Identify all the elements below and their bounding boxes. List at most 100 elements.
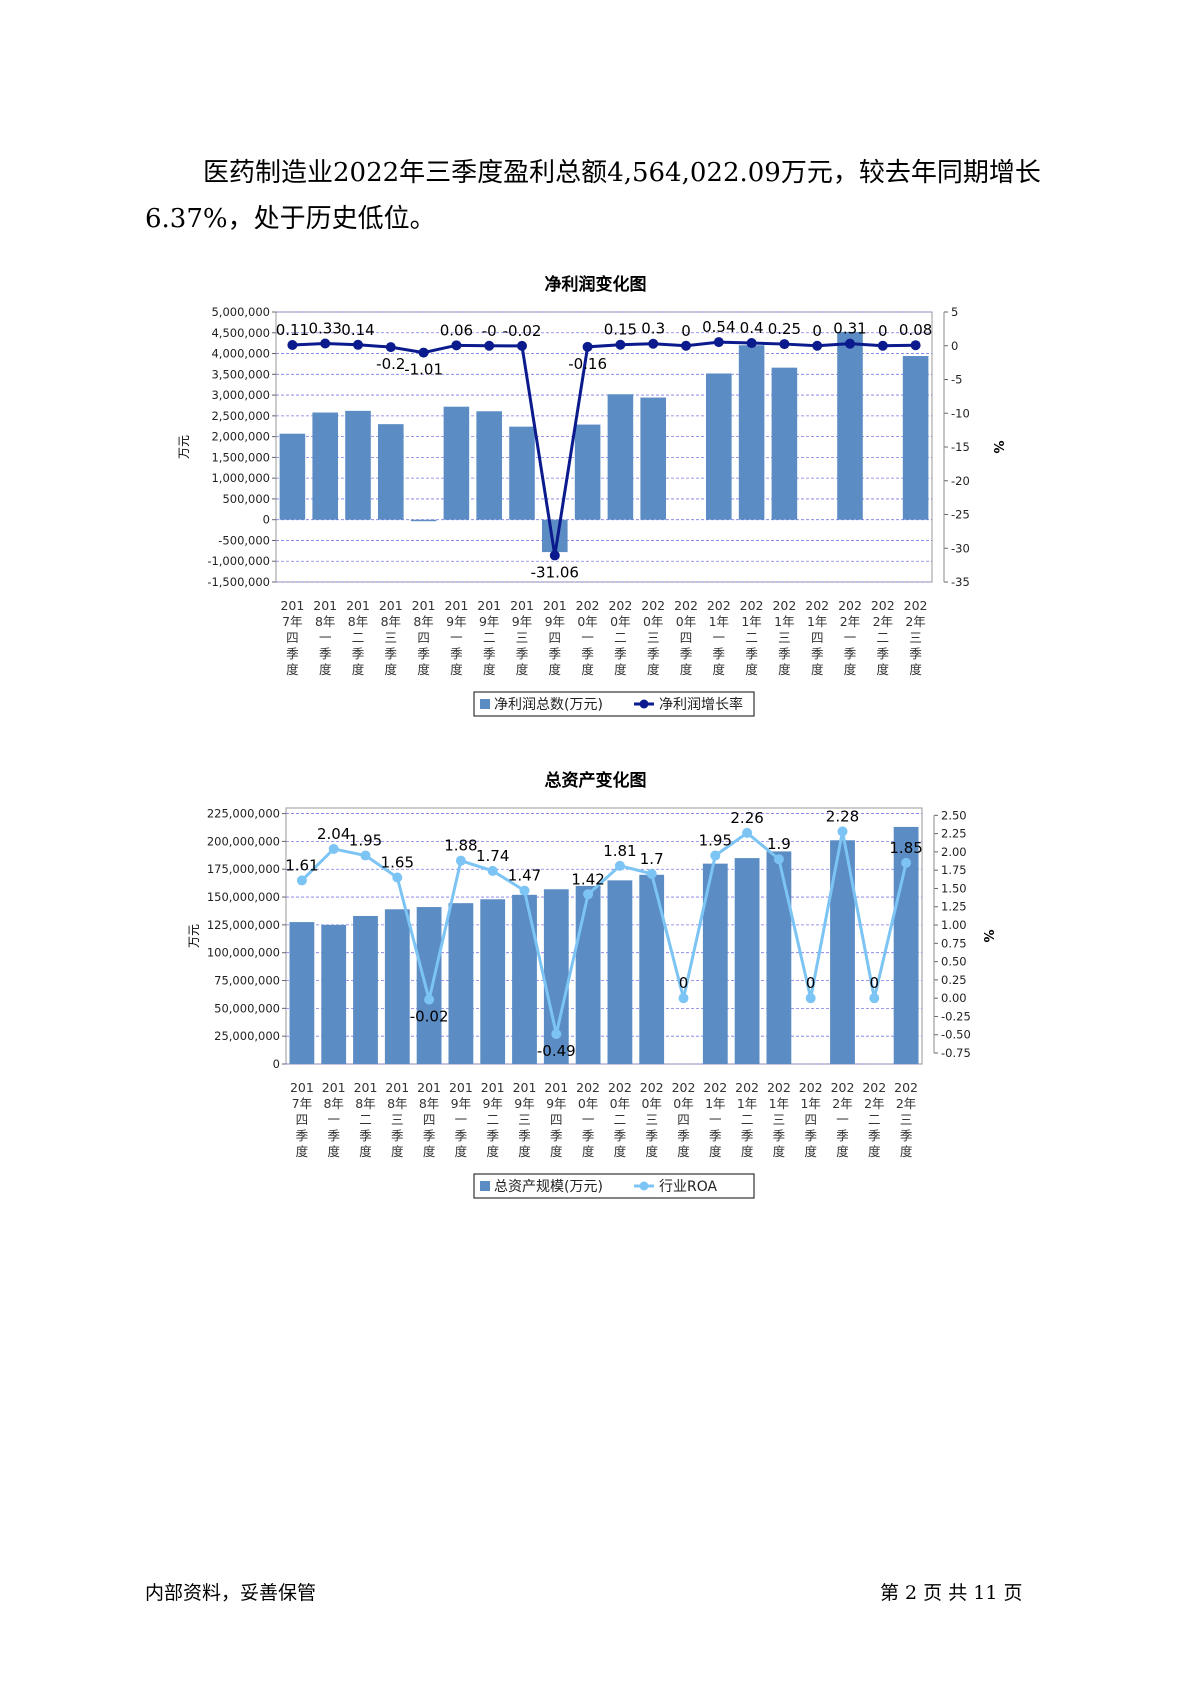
line-point xyxy=(710,850,721,861)
bar xyxy=(480,899,506,1064)
x-tick-label: 201 8年一季度 xyxy=(322,1080,346,1159)
x-tick-label: 201 9年二季度 xyxy=(481,1080,505,1159)
data-label: -0.02 xyxy=(410,1008,449,1026)
x-tick-label: 202 0年四季度 xyxy=(672,1080,696,1159)
y-tick-label: 500,000 xyxy=(222,492,270,506)
x-tick-label: 202 0年三季度 xyxy=(640,1080,664,1159)
data-label: 0 xyxy=(679,974,689,992)
x-tick-label: 201 9年一季度 xyxy=(444,598,468,677)
bar xyxy=(607,394,634,520)
y2-tick-label: -0.25 xyxy=(941,1009,971,1023)
line-point xyxy=(678,993,689,1004)
y-tick-label: 200,000,000 xyxy=(207,834,280,848)
bar xyxy=(575,885,601,1064)
x-tick-label: 201 9年四季度 xyxy=(543,598,567,677)
y-tick-label: 125,000,000 xyxy=(207,918,280,932)
line-point xyxy=(901,857,912,868)
data-label: 1.65 xyxy=(381,853,414,871)
x-tick-label: 201 9年三季度 xyxy=(513,1080,537,1159)
y2-tick-label: 1.50 xyxy=(941,881,967,895)
bar xyxy=(607,880,633,1064)
x-tick-label: 201 8年一季度 xyxy=(313,598,337,677)
bar xyxy=(321,924,347,1064)
bar xyxy=(443,406,470,520)
legend-bar-swatch xyxy=(480,699,490,709)
line-point xyxy=(746,338,757,349)
line-point xyxy=(805,993,816,1004)
y-tick-label: 0 xyxy=(273,1057,280,1071)
data-label: 0.31 xyxy=(833,320,866,338)
data-label: -31.06 xyxy=(531,563,579,581)
bar xyxy=(771,367,798,520)
data-label: 1.7 xyxy=(640,850,664,868)
data-label: 0 xyxy=(681,322,691,340)
x-tick-label: 202 0年二季度 xyxy=(608,598,632,677)
y2-tick-label: 2.00 xyxy=(941,845,967,859)
data-label: 0 xyxy=(870,974,880,992)
y-tick-label: 3,000,000 xyxy=(211,388,270,402)
data-label: 0.33 xyxy=(308,320,341,338)
y2-tick-label: -35 xyxy=(951,575,970,589)
data-label: -0.16 xyxy=(568,355,607,373)
line-point xyxy=(681,340,691,351)
y2-tick-label: -10 xyxy=(951,406,970,420)
line-point xyxy=(779,339,790,350)
x-tick-label: 202 0年三季度 xyxy=(641,598,665,677)
y2-tick-label: 0.25 xyxy=(941,973,967,987)
x-tick-label: 201 8年四季度 xyxy=(417,1080,441,1159)
chart1-title: 净利润变化图 xyxy=(544,275,647,295)
x-tick-label: 201 8年三季度 xyxy=(379,598,403,677)
line-point xyxy=(869,993,880,1004)
data-label: 1.95 xyxy=(349,832,382,850)
data-label: 0.15 xyxy=(604,321,637,339)
x-tick-label: 201 9年三季度 xyxy=(510,598,534,677)
data-label: 0.14 xyxy=(341,321,374,339)
y2-tick-label: 1.75 xyxy=(941,863,967,877)
bar xyxy=(512,894,537,1064)
y-tick-label: 2,000,000 xyxy=(211,430,270,444)
line-point xyxy=(353,339,363,350)
y2-tick-label: 1.00 xyxy=(941,918,967,932)
legend-line-marker xyxy=(639,699,649,709)
data-label: 1.81 xyxy=(603,842,636,860)
x-tick-label: 201 7年四季度 xyxy=(290,1080,314,1159)
y2-tick-label: 2.50 xyxy=(941,808,967,822)
x-tick-label: 202 2年一季度 xyxy=(838,598,862,677)
y-tick-label: 4,000,000 xyxy=(211,347,270,361)
y-tick-label: 75,000,000 xyxy=(214,974,280,988)
y2-tick-label: -5 xyxy=(951,373,962,387)
line-point xyxy=(877,340,888,351)
x-tick-label: 202 2年一季度 xyxy=(831,1080,855,1159)
y2-tick-label: 0.50 xyxy=(941,955,967,969)
line-point xyxy=(287,340,298,351)
x-tick-label: 202 1年四季度 xyxy=(805,598,829,677)
line-point xyxy=(614,860,625,871)
y2-tick-label: -25 xyxy=(951,508,970,522)
y-tick-label: 25,000,000 xyxy=(214,1029,280,1043)
x-tick-label: 202 2年三季度 xyxy=(894,1080,918,1159)
data-label: 0.25 xyxy=(768,320,801,338)
bar xyxy=(509,426,535,520)
y2-tick-label: 0 xyxy=(951,339,958,353)
bar xyxy=(384,909,410,1064)
x-tick-label: 201 8年三季度 xyxy=(385,1080,409,1159)
data-label: 0.08 xyxy=(899,321,932,339)
legend-bar-label: 总资产规模(万元) xyxy=(494,1179,603,1195)
line-point xyxy=(646,868,657,879)
y2-tick-label: -30 xyxy=(951,541,970,555)
bar xyxy=(902,356,929,520)
bar xyxy=(378,424,404,520)
line-point xyxy=(583,889,594,900)
y2-tick-label: 5 xyxy=(951,305,958,319)
bar xyxy=(734,858,760,1064)
y2-tick-label: 0.00 xyxy=(941,991,967,1005)
line-point xyxy=(615,339,626,350)
footer-page-number: 第 2 页 共 11 页 xyxy=(880,1582,1023,1604)
x-tick-label: 202 2年二季度 xyxy=(871,598,895,677)
bar xyxy=(476,411,502,520)
bar xyxy=(353,915,378,1064)
y2-tick-label: -20 xyxy=(951,474,970,488)
y2-tick-label: -0.50 xyxy=(941,1028,971,1042)
x-tick-label: 202 1年三季度 xyxy=(767,1080,791,1159)
line-point xyxy=(812,340,823,351)
